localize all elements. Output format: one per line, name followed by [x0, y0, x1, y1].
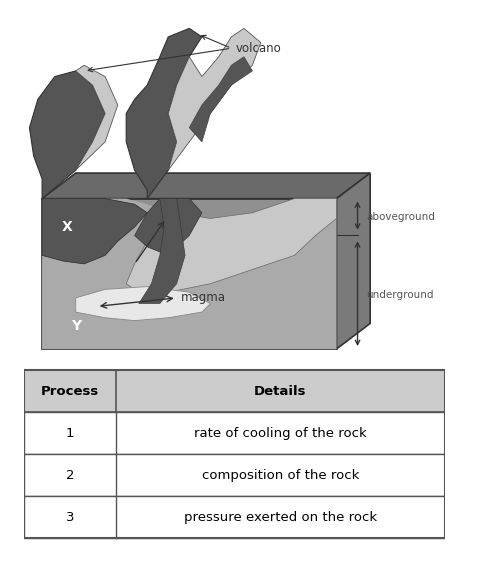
Text: underground: underground	[366, 290, 434, 300]
Text: 2: 2	[66, 468, 75, 482]
Polygon shape	[139, 198, 185, 304]
Text: magma: magma	[181, 291, 226, 304]
Text: pressure exerted on the rock: pressure exerted on the rock	[184, 511, 377, 524]
Polygon shape	[76, 65, 118, 170]
Text: Details: Details	[254, 384, 307, 398]
Polygon shape	[337, 173, 370, 349]
Polygon shape	[30, 71, 105, 198]
Text: composition of the rock: composition of the rock	[202, 468, 359, 482]
Text: Process: Process	[41, 384, 99, 398]
Polygon shape	[42, 198, 147, 264]
Polygon shape	[168, 29, 261, 170]
Text: aboveground: aboveground	[366, 212, 435, 222]
Bar	[24, 412, 445, 454]
Text: X: X	[62, 220, 73, 234]
Polygon shape	[42, 198, 337, 349]
Polygon shape	[189, 57, 252, 142]
Polygon shape	[126, 29, 202, 198]
Bar	[24, 496, 445, 538]
Bar	[24, 370, 445, 538]
Bar	[24, 454, 445, 496]
Text: 1: 1	[66, 427, 75, 440]
Polygon shape	[135, 198, 202, 255]
Text: rate of cooling of the rock: rate of cooling of the rock	[194, 427, 367, 440]
Polygon shape	[42, 173, 370, 198]
Polygon shape	[76, 287, 210, 320]
Polygon shape	[42, 198, 337, 349]
Polygon shape	[126, 198, 337, 298]
Text: 3: 3	[66, 511, 75, 524]
Text: Y: Y	[71, 319, 81, 333]
Bar	[24, 370, 445, 412]
Text: volcano: volcano	[236, 42, 282, 55]
